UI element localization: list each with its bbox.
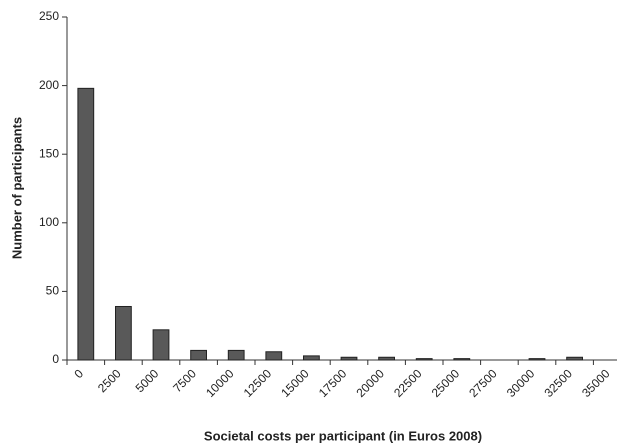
y-tick-label: 250 [39,9,59,23]
bar [77,87,95,361]
x-tick-label: 0 [72,366,87,381]
y-tick-label: 50 [46,284,60,298]
bar [152,329,170,361]
bar [415,358,433,361]
x-tick-label: 15000 [278,366,312,400]
y-tick-label: 100 [39,215,59,229]
bar [340,356,358,361]
bar [190,349,207,361]
x-tick-label: 2500 [95,366,124,395]
bar [265,351,283,361]
x-tick-label: 5000 [133,366,162,395]
x-tick-label: 25000 [429,366,463,400]
x-tick-label: 30000 [504,366,538,400]
x-tick-label: 20000 [353,366,387,400]
x-tick-label: 35000 [579,366,613,400]
bar [453,358,471,361]
x-tick-label: 7500 [170,366,199,395]
bar [528,358,546,361]
x-tick-label: 22500 [391,366,425,400]
x-tick-label: 10000 [203,366,237,400]
bar [378,356,395,361]
bar [566,356,583,361]
y-tick-label: 0 [52,352,59,366]
x-tick-label: 17500 [316,366,350,400]
x-axis-title: Societal costs per participant (in Euros… [204,428,482,443]
y-tick-label: 150 [39,146,59,160]
bar [227,349,245,361]
bar [115,305,132,361]
y-axis-title: Number of participants [9,117,24,259]
bar [303,355,320,361]
y-tick-label: 200 [39,78,59,92]
x-tick-label: 12500 [241,366,275,400]
x-tick-label: 32500 [541,366,575,400]
x-tick-label: 27500 [466,366,500,400]
